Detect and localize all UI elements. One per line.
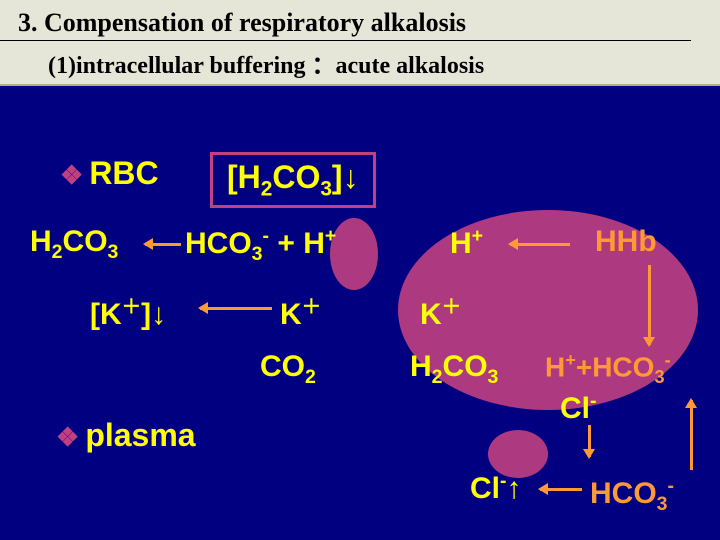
- formula-k-plus-mid: K＋: [280, 290, 321, 332]
- arrow-left-icon: [510, 243, 570, 246]
- formula-h2co3-left: H2CO3: [30, 225, 118, 264]
- formula-hhb: HHb: [595, 225, 657, 259]
- slide-subtitle: (1)intracellular buffering ：acute alkalo…: [0, 41, 720, 80]
- formula-k-plus-ell: K＋: [420, 290, 461, 332]
- formula-co2: CO2: [260, 350, 316, 389]
- arrow-down-icon: [648, 265, 651, 345]
- formula-hco3-h: HCO3- + H+: [185, 225, 336, 266]
- plasma-text: plasma: [85, 417, 195, 453]
- formula-k-down: [K＋]↓: [90, 290, 166, 332]
- arrow-up-icon: [690, 400, 693, 470]
- rbc-bullet: ❖RBC: [60, 155, 159, 192]
- slide-title: 3. Compensation of respiratory alkalosis: [0, 8, 691, 41]
- formula-h2co3-ell: H2CO3: [410, 350, 498, 389]
- diamond-bullet-icon: ❖: [60, 160, 83, 190]
- arrow-left-icon: [145, 243, 181, 246]
- arrow-down-icon: [588, 425, 591, 457]
- formula-h-plus-right: H+: [450, 225, 483, 261]
- formula-cl-up: Cl-↑: [470, 470, 522, 506]
- h2co3-box: [H2CO3]↓: [210, 152, 376, 208]
- cell-ellipse-small: [330, 218, 378, 290]
- formula-h-hco3-ell: H++HCO3-: [545, 350, 671, 388]
- formula-cl-ell: Cl-: [560, 390, 597, 426]
- formula-hco3-br: HCO3-: [590, 475, 674, 516]
- diamond-bullet-icon: ❖: [56, 422, 79, 452]
- arrow-left-icon: [200, 307, 272, 310]
- rbc-text: RBC: [89, 155, 158, 191]
- plasma-bullet: ❖plasma: [50, 415, 202, 456]
- header-bar: 3. Compensation of respiratory alkalosis…: [0, 0, 720, 86]
- arrow-left-icon: [540, 488, 582, 491]
